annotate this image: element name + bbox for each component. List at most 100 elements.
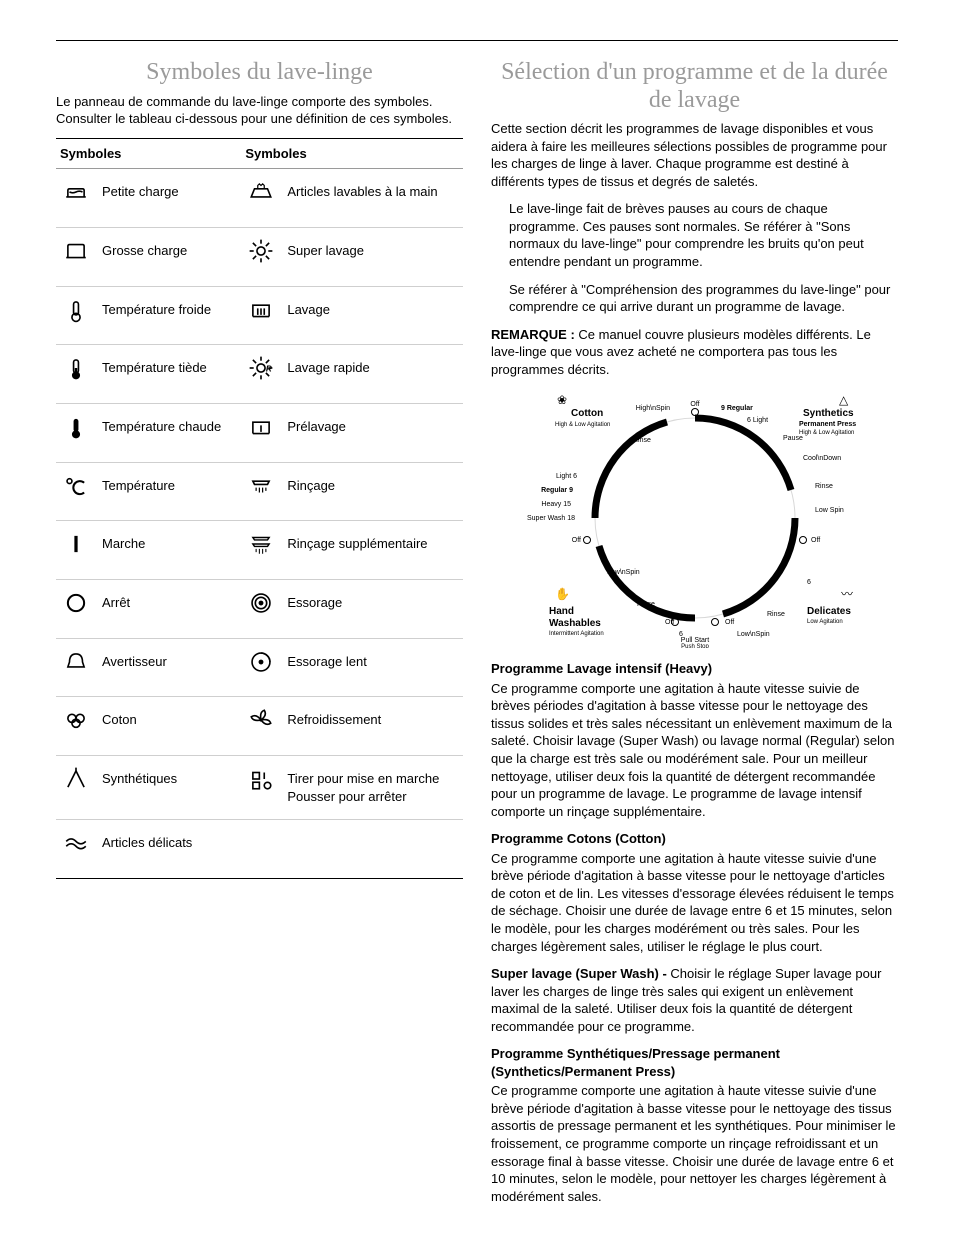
dial-m-light6: Light 6 [555,473,576,480]
on-bar-icon [56,521,98,580]
blank-icon [241,820,283,879]
symbols-table: Symboles Symboles Petite charge Articles … [56,138,463,879]
table-row: Marche Rinçage supplémentaire [56,521,463,580]
dial-m-heavy15: Heavy 15 [541,501,571,508]
hand-wash-icon [241,169,283,228]
dial-m-off-l: Off [571,537,580,544]
symbol-label: Température tiède [98,345,241,404]
symbol-label [283,820,463,879]
cotton-icon: ❀ [557,393,567,407]
symbol-label: Super lavage [283,227,463,286]
symbol-label: Prélavage [283,403,463,462]
dial-m-highspin: High\nSpin [635,405,669,412]
dial-q-hand1: Hand [549,606,574,617]
left-intro: Le panneau de commande du lave-linge com… [56,93,463,128]
extra-rinse-icon [241,521,283,580]
program-body: Ce programme comporte une agitation à ha… [491,850,898,955]
th-symbols-2: Symboles [241,138,463,169]
synth-icon [56,756,98,820]
fan-icon [241,697,283,756]
dial-m-rinse-br: Rinse [767,611,785,618]
program-heading: Programme Synthétiques/Pressage permanen… [491,1045,898,1080]
off-circle-icon [56,580,98,639]
pull-push-icon [241,756,283,820]
dial-q-hand-sub: Intermittent Agitation [549,631,604,637]
dial-svg: Cotton High & Low Agitation Synthetics P… [515,388,875,648]
dial-m-cooldown: Cool\nDown [803,455,841,462]
table-row: Température chaude Prélavage [56,403,463,462]
right-intro: Cette section décrit les programmes de l… [491,120,898,190]
dial-m-9reg: 9 Regular [721,405,753,412]
dial-m-pause: Pause [783,435,803,442]
cotton-icon [56,697,98,756]
right-column: Sélection d'un programme et de la durée … [491,59,898,1215]
right-note: REMARQUE : Ce manuel couvre plusieurs mo… [491,326,898,379]
spin-icon [241,580,283,639]
table-row: Articles délicats [56,820,463,879]
symbol-label: Coton [98,697,241,756]
symbol-label: Articles lavables à la main [283,169,463,228]
symbol-label: Arrêt [98,580,241,639]
dial-m-rinse-bl: Rinse [637,601,655,608]
th-symbols-1: Symboles [56,138,241,169]
dial-q-synth-sub: High & Low Agitation [799,430,854,436]
dial-m-lowspin-br: Low\nSpin [737,631,770,638]
quick-wash-icon [241,345,283,404]
table-row: ArrêtEssorage [56,580,463,639]
symbol-label: Rinçage [283,462,463,521]
program-runon-bold: Super lavage (Super Wash) - [491,966,670,981]
two-column-layout: Symboles du lave-linge Le panneau de com… [56,59,898,1215]
symbol-label: Lavage rapide [283,345,463,404]
dial-q-synth-sub2: Permanent Press [799,421,856,428]
symbol-label: Grosse charge [98,227,241,286]
table-row: Grosse charge Super lavage [56,227,463,286]
small-load-icon [56,169,98,228]
dial-diagram: Cotton High & Low Agitation Synthetics P… [491,388,898,648]
right-title: Sélection d'un programme et de la durée … [491,59,898,114]
synth-icon: △ [839,393,849,407]
symbol-label: Température chaude [98,403,241,462]
rinse-icon [241,462,283,521]
table-row: Température Rinçage [56,462,463,521]
symbol-label: Articles délicats [98,820,241,879]
right-bullet-1: Se référer à "Compréhension des programm… [509,281,898,316]
dial-q-cotton-sub: High & Low Agitation [555,422,610,428]
dial-m-sw18: Super Wash 18 [527,515,575,522]
symbol-label: Synthétiques [98,756,241,820]
symbol-label: Petite charge [98,169,241,228]
sun-icon [241,227,283,286]
dial-q-hand2: Washables [549,618,601,629]
temp-c-icon [56,462,98,521]
dial-m-off-br: Off [725,619,734,626]
table-row: AvertisseurEssorage lent [56,638,463,697]
table-row: Température tiède Lavage rapide [56,345,463,404]
temp-cold-icon [56,286,98,345]
dial-m-off-r: Off [811,537,820,544]
dial-q-synth: Synthetics [803,408,854,419]
symbol-label: Lavage [283,286,463,345]
symbol-label: Refroidissement [283,697,463,756]
right-bullet-0: Le lave-linge fait de brèves pauses au c… [509,200,898,270]
temp-hot-icon [56,403,98,462]
symbol-label: Température [98,462,241,521]
program-body: Ce programme comporte une agitation à ha… [491,1082,898,1205]
dial-m-off-top: Off [690,401,699,408]
large-load-icon [56,227,98,286]
delicate-icon [56,820,98,879]
left-title: Symboles du lave-linge [56,59,463,87]
dial-m-lowspin-bl: Low\nSpin [607,569,640,576]
slow-spin-icon [241,638,283,697]
dial-m-lowspin-r: Low Spin [815,507,844,514]
delicate-icon: 〰 [841,587,853,601]
dial-m-reg9: Regular 9 [541,487,573,494]
left-column: Symboles du lave-linge Le panneau de com… [56,59,463,1215]
symbol-label: Marche [98,521,241,580]
dial-q-cotton: Cotton [571,408,603,419]
dial-m-6light: 6 Light [747,417,768,424]
table-row: SynthétiquesTirer pour mise en marche Po… [56,756,463,820]
top-rule [56,40,898,41]
bell-icon [56,638,98,697]
symbol-label: Rinçage supplémentaire [283,521,463,580]
program-runon: Super lavage (Super Wash) - Choisir le r… [491,965,898,1035]
note-label: REMARQUE : [491,327,575,342]
